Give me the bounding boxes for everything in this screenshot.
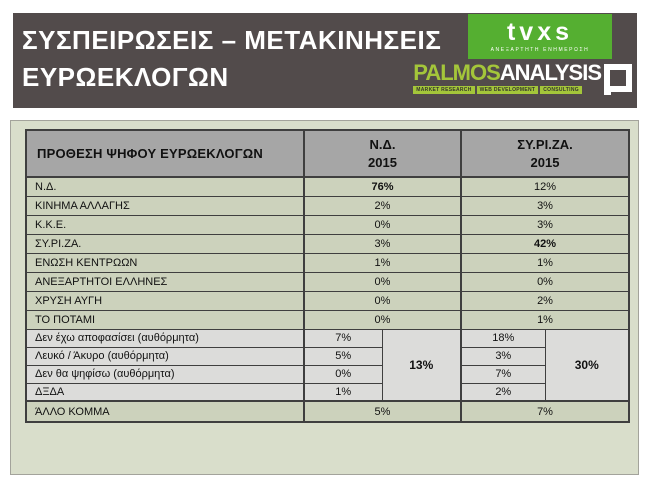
row-value-syriza: 3% bbox=[460, 346, 546, 366]
row-value-nd: 3% bbox=[302, 233, 462, 254]
row-value-nd: 0% bbox=[302, 290, 462, 311]
page-title-line2: ΕΥΡΩΕΚΛΟΓΩΝ bbox=[22, 61, 229, 92]
row-value-nd: 1% bbox=[303, 382, 383, 402]
row-value-syriza: 0% bbox=[460, 271, 630, 292]
palmos-service-market-research: MARKET RESEARCH bbox=[413, 86, 475, 94]
title-bar: ΣΥΣΠΕΙΡΩΣΕΙΣ – ΜΕΤΑΚΙΝΗΣΕΙΣ ΕΥΡΩΕΚΛΟΓΩΝ … bbox=[13, 13, 637, 108]
row-label: ΧΡΥΣΗ ΑΥΓΗ bbox=[25, 290, 305, 311]
palmos-analysis-logo: PALMOSANALYSIS MARKET RESEARCH WEB DEVEL… bbox=[413, 60, 632, 95]
tvxs-tagline: ΑΝΕΞΑΡΤΗΤΗ ΕΝΗΜΕΡΩΣΗ bbox=[490, 47, 590, 53]
row-label: ΆΛΛΟ ΚΟΜΜΑ bbox=[25, 400, 305, 423]
row-label: ΔΞΔΑ bbox=[25, 382, 305, 402]
table-row-anexartitoi-ellines: ΑΝΕΞΑΡΤΗΤΟΙ ΕΛΛΗΝΕΣ 0% 0% bbox=[25, 271, 630, 292]
poll-table: ΠΡΟΘΕΣΗ ΨΗΦΟΥ ΕΥΡΩΕΚΛΟΓΩΝ Ν.Δ. 2015 ΣΥ.Ρ… bbox=[25, 129, 631, 423]
row-label: Ν.Δ. bbox=[25, 176, 305, 197]
palmos-text-column: PALMOSANALYSIS MARKET RESEARCH WEB DEVEL… bbox=[413, 60, 602, 94]
row-label: ΕΝΩΣΗ ΚΕΝΤΡΩΩΝ bbox=[25, 252, 305, 273]
row-value-nd: 0% bbox=[303, 364, 383, 384]
row-label: Δεν έχω αποφασίσει (αυθόρμητα) bbox=[25, 328, 305, 348]
row-value-nd: 0% bbox=[302, 271, 462, 292]
tvxs-logo: tvxs ΑΝΕΞΑΡΤΗΤΗ ΕΝΗΜΕΡΩΣΗ bbox=[468, 14, 612, 59]
row-value-nd: 0% bbox=[302, 309, 462, 330]
undecided-total-syriza: 30% bbox=[544, 328, 630, 402]
row-value-nd: 5% bbox=[303, 346, 383, 366]
row-label: ΑΝΕΞΑΡΤΗΤΟΙ ΕΛΛΗΝΕΣ bbox=[25, 271, 305, 292]
row-value-syriza: 7% bbox=[460, 364, 546, 384]
table-row-enosi-kentroon: ΕΝΩΣΗ ΚΕΝΤΡΩΩΝ 1% 1% bbox=[25, 252, 630, 273]
table-row-xrysi-avgi: ΧΡΥΣΗ ΑΥΓΗ 0% 2% bbox=[25, 290, 630, 311]
header-col-nd: Ν.Δ. 2015 bbox=[302, 129, 462, 178]
palmos-service-consulting: CONSULTING bbox=[540, 86, 582, 94]
row-value-syriza: 1% bbox=[460, 309, 630, 330]
row-value-syriza: 3% bbox=[460, 195, 630, 216]
table-header-row: ΠΡΟΘΕΣΗ ΨΗΦΟΥ ΕΥΡΩΕΚΛΟΓΩΝ Ν.Δ. 2015 ΣΥ.Ρ… bbox=[25, 129, 630, 178]
table-row-syriza: ΣΥ.ΡΙ.ΖΑ. 3% 42% bbox=[25, 233, 630, 254]
row-value-syriza: 12% bbox=[460, 176, 630, 197]
page-title: ΣΥΣΠΕΙΡΩΣΕΙΣ – ΜΕΤΑΚΙΝΗΣΕΙΣ ΕΥΡΩΕΚΛΟΓΩΝ bbox=[22, 22, 441, 96]
table-row-undecided: Δεν έχω αποφασίσει (αυθόρμητα) 7% 13% 18… bbox=[25, 328, 630, 402]
table-row-kinima-allagis: ΚΙΝΗΜΑ ΑΛΛΑΓΗΣ 2% 3% bbox=[25, 195, 630, 216]
table-row-nd: Ν.Δ. 76% 12% bbox=[25, 176, 630, 197]
row-value-syriza: 18% bbox=[460, 328, 546, 348]
table-row-other-party: ΆΛΛΟ ΚΟΜΜΑ 5% 7% bbox=[25, 400, 630, 423]
undecided-total-nd: 13% bbox=[381, 328, 462, 402]
header-col-syriza: ΣΥ.ΡΙ.ΖΑ. 2015 bbox=[460, 129, 630, 178]
palmos-square-icon bbox=[604, 64, 632, 95]
row-value-nd: 1% bbox=[302, 252, 462, 273]
row-value-syriza: 2% bbox=[460, 382, 546, 402]
row-value-nd: 7% bbox=[303, 328, 383, 348]
palmos-services-strip: MARKET RESEARCH WEB DEVELOPMENT CONSULTI… bbox=[413, 86, 601, 94]
table-row-kke: Κ.Κ.Ε. 0% 3% bbox=[25, 214, 630, 235]
header-col-nd-year: 2015 bbox=[368, 154, 397, 170]
header-col-syriza-name: ΣΥ.ΡΙ.ΖΑ. bbox=[517, 136, 573, 152]
row-label: ΚΙΝΗΜΑ ΑΛΛΑΓΗΣ bbox=[25, 195, 305, 216]
row-value-nd: 76% bbox=[302, 176, 462, 197]
row-value-syriza: 1% bbox=[460, 252, 630, 273]
row-value-nd: 5% bbox=[302, 400, 462, 423]
header-col-nd-name: Ν.Δ. bbox=[369, 136, 396, 152]
row-label: ΣΥ.ΡΙ.ΖΑ. bbox=[25, 233, 305, 254]
tvxs-wordmark: tvxs bbox=[506, 18, 574, 46]
palmos-service-web-development: WEB DEVELOPMENT bbox=[476, 86, 539, 94]
header-col-syriza-year: 2015 bbox=[530, 154, 560, 170]
row-label: Λευκό / Άκυρο (αυθόρμητα) bbox=[25, 346, 305, 366]
row-value-nd: 0% bbox=[302, 214, 462, 235]
palmos-wordmark-secondary: ANALYSIS bbox=[499, 60, 602, 85]
row-value-syriza: 2% bbox=[460, 290, 630, 311]
palmos-wordmark-primary: PALMOS bbox=[413, 60, 500, 85]
row-label: Δεν θα ψηφίσω (αυθόρμητα) bbox=[25, 364, 305, 384]
row-value-syriza: 42% bbox=[460, 233, 630, 254]
page-title-line1: ΣΥΣΠΕΙΡΩΣΕΙΣ – ΜΕΤΑΚΙΝΗΣΕΙΣ bbox=[22, 25, 442, 55]
table-row-to-potami: ΤΟ ΠΟΤΑΜΙ 0% 1% bbox=[25, 309, 630, 330]
palmos-wordmark: PALMOSANALYSIS bbox=[413, 60, 602, 85]
row-label: Κ.Κ.Ε. bbox=[25, 214, 305, 235]
row-value-syriza: 7% bbox=[460, 400, 630, 423]
header-vote-intention: ΠΡΟΘΕΣΗ ΨΗΦΟΥ ΕΥΡΩΕΚΛΟΓΩΝ bbox=[25, 129, 305, 178]
table-row-wont-vote: Δεν θα ψηφίσω (αυθόρμητα) 0% 7% bbox=[25, 364, 629, 384]
row-value-nd: 2% bbox=[302, 195, 462, 216]
table-row-dxda: ΔΞΔΑ 1% 2% bbox=[25, 382, 629, 402]
table-panel: ΠΡΟΘΕΣΗ ΨΗΦΟΥ ΕΥΡΩΕΚΛΟΓΩΝ Ν.Δ. 2015 ΣΥ.Ρ… bbox=[10, 120, 639, 475]
row-value-syriza: 3% bbox=[460, 214, 630, 235]
table-row-blank-invalid: Λευκό / Άκυρο (αυθόρμητα) 5% 3% bbox=[25, 346, 629, 366]
row-label: ΤΟ ΠΟΤΑΜΙ bbox=[25, 309, 305, 330]
